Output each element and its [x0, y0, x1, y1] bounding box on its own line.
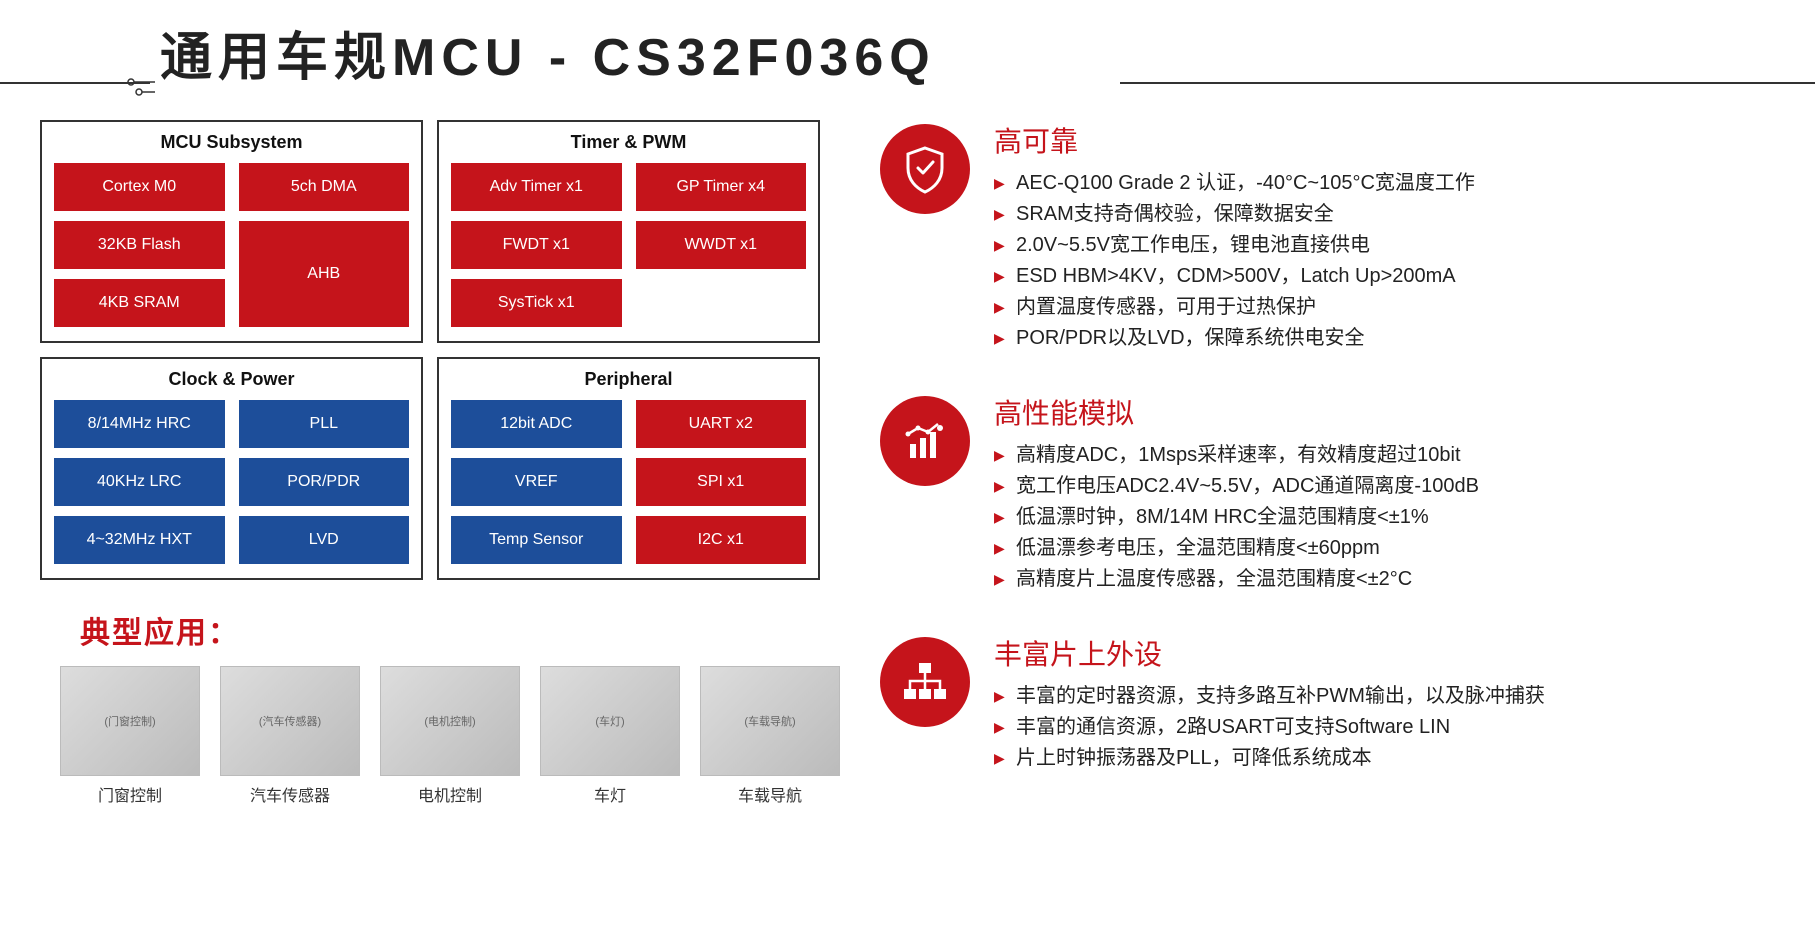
block: SPI x1 — [636, 458, 807, 506]
applications-title: 典型应用： — [80, 608, 820, 652]
app-label: 车载导航 — [700, 782, 840, 806]
app-label: 汽车传感器 — [220, 782, 360, 806]
feature-list: 丰富的定时器资源，支持多路互补PWM输出，以及脉冲捕获丰富的通信资源，2路USA… — [994, 681, 1775, 774]
block: I2C x1 — [636, 516, 807, 564]
block: GP Timer x4 — [636, 163, 807, 211]
block: SysTick x1 — [451, 279, 622, 327]
features-column: 高可靠 AEC-Q100 Grade 2 认证，-40°C~105°C宽温度工作S… — [820, 120, 1775, 812]
feature-list-item: 低温漂参考电压，全温范围精度<±60ppm — [994, 533, 1775, 564]
circuit-decoration-icon — [125, 60, 165, 100]
feature-list-item: POR/PDR以及LVD，保障系统供电安全 — [994, 323, 1775, 354]
app-item: (汽车传感器) 汽车传感器 — [220, 666, 360, 806]
block: AHB — [239, 221, 410, 327]
feature-section: 高可靠 AEC-Q100 Grade 2 认证，-40°C~105°C宽温度工作S… — [880, 120, 1775, 354]
feature-list-item: 高精度ADC，1Msps采样速率，有效精度超过10bit — [994, 440, 1775, 471]
quad-clock-power: Clock & Power 8/14MHz HRC PLL 40KHz LRC POR/… — [40, 357, 423, 580]
feature-list-item: 丰富的定时器资源，支持多路互补PWM输出，以及脉冲捕获 — [994, 681, 1775, 712]
quad-title: Timer & PWM — [451, 132, 806, 153]
app-label: 门窗控制 — [60, 782, 200, 806]
block: Temp Sensor — [451, 516, 622, 564]
feature-section: 丰富片上外设丰富的定时器资源，支持多路互补PWM输出，以及脉冲捕获丰富的通信资源… — [880, 633, 1775, 774]
block: WWDT x1 — [636, 221, 807, 269]
blocks-grid: 8/14MHz HRC PLL 40KHz LRC POR/PDR 4~32MHz HX… — [54, 400, 409, 564]
feature-list-item: 低温漂时钟，8M/14M HRC全温范围精度<±1% — [994, 502, 1775, 533]
feature-list-item: 内置温度传感器，可用于过热保护 — [994, 292, 1775, 323]
feature-list-item: 丰富的通信资源，2路USART可支持Software LIN — [994, 712, 1775, 743]
app-image: (汽车传感器) — [220, 666, 360, 776]
app-label: 电机控制 — [380, 782, 520, 806]
blocks-grid: Adv Timer x1 GP Timer x4 FWDT x1 WWDT x1 Sys… — [451, 163, 806, 327]
applications-row: (门窗控制) 门窗控制 (汽车传感器) 汽车传感器 (电机控制) 电机控制 (车灯) 车灯(车… — [40, 666, 820, 806]
feature-list-item: SRAM支持奇偶校验，保障数据安全 — [994, 199, 1775, 230]
feature-section: 高性能模拟高精度ADC，1Msps采样速率，有效精度超过10bit宽工作电压AD… — [880, 392, 1775, 595]
title-rule-right — [1120, 82, 1815, 84]
app-label: 车灯 — [540, 782, 680, 806]
block: 32KB Flash — [54, 221, 225, 269]
feature-body: 高可靠 AEC-Q100 Grade 2 认证，-40°C~105°C宽温度工作S… — [994, 120, 1775, 354]
block: FWDT x1 — [451, 221, 622, 269]
chart-icon — [880, 396, 970, 486]
quad-mcu-subsystem: MCU Subsystem Cortex M0 5ch DMA 32KB Flash A… — [40, 120, 423, 343]
app-item: (车载导航) 车载导航 — [700, 666, 840, 806]
block: POR/PDR — [239, 458, 410, 506]
app-image: (车载导航) — [700, 666, 840, 776]
app-image: (电机控制) — [380, 666, 520, 776]
feature-body: 高性能模拟高精度ADC，1Msps采样速率，有效精度超过10bit宽工作电压AD… — [994, 392, 1775, 595]
app-image: (车灯) — [540, 666, 680, 776]
feature-title: 高可靠 — [994, 120, 1775, 160]
feature-list-item: 高精度片上温度传感器，全温范围精度<±2°C — [994, 564, 1775, 595]
title-bar: 通用车规MCU - CS32F036Q — [0, 0, 1815, 100]
quad-peripheral: Peripheral 12bit ADC UART x2 VREF SPI x1 Temp… — [437, 357, 820, 580]
quad-timer-pwm: Timer & PWM Adv Timer x1 GP Timer x4 FWDT x… — [437, 120, 820, 343]
feature-list-item: 宽工作电压ADC2.4V~5.5V，ADC通道隔离度-100dB — [994, 471, 1775, 502]
feature-list-item: 片上时钟振荡器及PLL，可降低系统成本 — [994, 743, 1775, 774]
feature-list-item: AEC-Q100 Grade 2 认证，-40°C~105°C宽温度工作 — [994, 168, 1775, 199]
feature-list: 高精度ADC，1Msps采样速率，有效精度超过10bit宽工作电压ADC2.4V… — [994, 440, 1775, 595]
quad-title: MCU Subsystem — [54, 132, 409, 153]
block: VREF — [451, 458, 622, 506]
feature-title: 高性能模拟 — [994, 392, 1775, 432]
feature-title: 丰富片上外设 — [994, 633, 1775, 673]
app-item: (车灯) 车灯 — [540, 666, 680, 806]
app-image: (门窗控制) — [60, 666, 200, 776]
page-title: 通用车规MCU - CS32F036Q — [160, 15, 1815, 90]
feature-list-item: 2.0V~5.5V宽工作电压，锂电池直接供电 — [994, 230, 1775, 261]
block: 5ch DMA — [239, 163, 410, 211]
block: LVD — [239, 516, 410, 564]
app-item: (门窗控制) 门窗控制 — [60, 666, 200, 806]
quad-title: Clock & Power — [54, 369, 409, 390]
block: Cortex M0 — [54, 163, 225, 211]
shield-icon — [880, 124, 970, 214]
feature-list: AEC-Q100 Grade 2 认证，-40°C~105°C宽温度工作SRAM… — [994, 168, 1775, 354]
blocks-grid: Cortex M0 5ch DMA 32KB Flash AHB 4KB SRAM — [54, 163, 409, 327]
block: UART x2 — [636, 400, 807, 448]
block: PLL — [239, 400, 410, 448]
block: 8/14MHz HRC — [54, 400, 225, 448]
block: Adv Timer x1 — [451, 163, 622, 211]
block: 40KHz LRC — [54, 458, 225, 506]
block-diagram: MCU Subsystem Cortex M0 5ch DMA 32KB Flash A… — [40, 120, 820, 580]
tree-icon — [880, 637, 970, 727]
feature-list-item: ESD HBM>4KV，CDM>500V，Latch Up>200mA — [994, 261, 1775, 292]
block: 12bit ADC — [451, 400, 622, 448]
block: 4KB SRAM — [54, 279, 225, 327]
block: 4~32MHz HXT — [54, 516, 225, 564]
feature-body: 丰富片上外设丰富的定时器资源，支持多路互补PWM输出，以及脉冲捕获丰富的通信资源… — [994, 633, 1775, 774]
quad-title: Peripheral — [451, 369, 806, 390]
app-item: (电机控制) 电机控制 — [380, 666, 520, 806]
blocks-grid: 12bit ADC UART x2 VREF SPI x1 Temp Sensor I2C… — [451, 400, 806, 564]
